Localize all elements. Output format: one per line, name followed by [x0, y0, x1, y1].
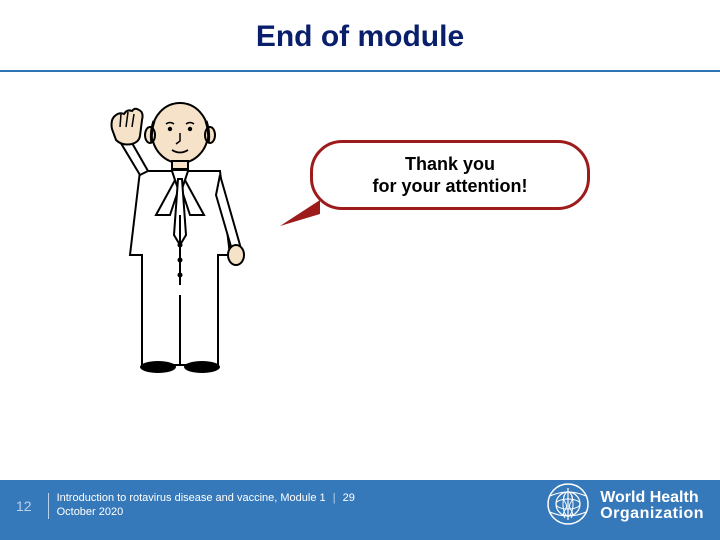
person-illustration [90, 95, 270, 375]
title-divider [0, 70, 720, 72]
speech-line-1: Thank you [405, 154, 495, 174]
footer-inline-separator: | [333, 492, 336, 504]
slide: End of module [0, 0, 720, 540]
speech-bubble-text: Thank you for your attention! [373, 153, 528, 198]
footer-text: Introduction to rotavirus disease and va… [57, 492, 355, 520]
slide-index-in-module: 29 [343, 492, 355, 504]
who-text-line2: Organization [600, 506, 704, 522]
footer-date: October 2020 [57, 506, 355, 520]
footer-bar: 12 Introduction to rotavirus disease and… [0, 480, 720, 540]
footer-right: World Health Organization [546, 482, 704, 531]
speech-line-2: for your attention! [373, 176, 528, 196]
footer-separator [48, 493, 49, 519]
speech-bubble: Thank you for your attention! [310, 140, 590, 210]
page-number: 12 [16, 498, 32, 514]
who-text-line1: World Health [600, 490, 704, 506]
module-title: Introduction to rotavirus disease and va… [57, 492, 326, 504]
who-logo-icon [546, 482, 590, 531]
slide-title: End of module [0, 20, 720, 54]
who-logo-text: World Health Organization [600, 490, 704, 522]
